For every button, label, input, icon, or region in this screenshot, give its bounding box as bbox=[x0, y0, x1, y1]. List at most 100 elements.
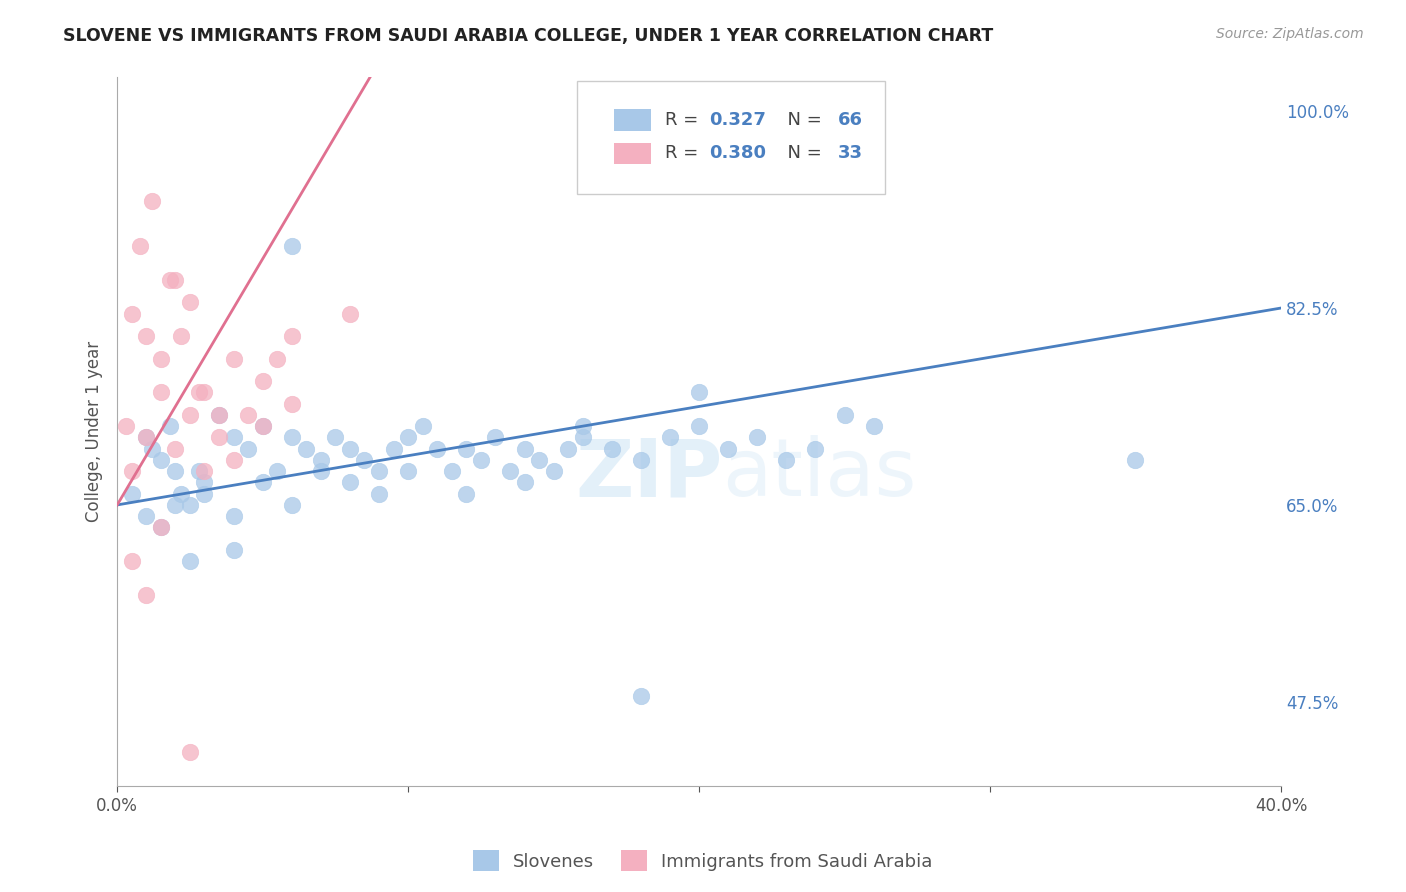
Point bbox=[135, 430, 157, 444]
Point bbox=[121, 486, 143, 500]
Point bbox=[165, 442, 187, 456]
Point bbox=[396, 430, 419, 444]
Point bbox=[141, 442, 163, 456]
Text: R =: R = bbox=[665, 145, 704, 162]
Point bbox=[193, 475, 215, 490]
Point bbox=[281, 329, 304, 343]
Point bbox=[266, 351, 288, 366]
Point bbox=[179, 745, 201, 759]
Point bbox=[165, 498, 187, 512]
Text: 66: 66 bbox=[838, 111, 862, 129]
Point bbox=[149, 520, 172, 534]
Point bbox=[193, 486, 215, 500]
Point bbox=[281, 430, 304, 444]
Text: ZIP: ZIP bbox=[575, 435, 723, 513]
Point bbox=[834, 408, 856, 422]
Point bbox=[149, 385, 172, 400]
Point bbox=[149, 351, 172, 366]
Point bbox=[187, 385, 209, 400]
Point bbox=[179, 498, 201, 512]
Point bbox=[717, 442, 740, 456]
Point bbox=[121, 464, 143, 478]
Point bbox=[135, 509, 157, 524]
Point bbox=[339, 307, 361, 321]
Point bbox=[281, 397, 304, 411]
Point bbox=[527, 453, 550, 467]
Point bbox=[208, 408, 231, 422]
Point bbox=[281, 498, 304, 512]
Point bbox=[775, 453, 797, 467]
Bar bbox=[614, 143, 651, 164]
Point bbox=[426, 442, 449, 456]
Point bbox=[456, 486, 478, 500]
Point bbox=[571, 430, 593, 444]
Point bbox=[499, 464, 522, 478]
Point bbox=[1125, 453, 1147, 467]
Text: R =: R = bbox=[665, 111, 704, 129]
Point bbox=[165, 464, 187, 478]
Point bbox=[121, 307, 143, 321]
Point bbox=[222, 453, 245, 467]
Point bbox=[193, 464, 215, 478]
Point bbox=[135, 329, 157, 343]
Point bbox=[339, 442, 361, 456]
Point bbox=[862, 419, 884, 434]
Point bbox=[222, 351, 245, 366]
Point bbox=[630, 453, 652, 467]
Point bbox=[135, 588, 157, 602]
Text: N =: N = bbox=[776, 145, 827, 162]
Point bbox=[470, 453, 492, 467]
Point bbox=[236, 408, 259, 422]
Point bbox=[325, 430, 347, 444]
Point bbox=[222, 430, 245, 444]
Point bbox=[129, 239, 152, 253]
Point bbox=[396, 464, 419, 478]
Point bbox=[412, 419, 434, 434]
Point bbox=[159, 419, 181, 434]
Point bbox=[121, 554, 143, 568]
Point bbox=[266, 464, 288, 478]
Point bbox=[222, 509, 245, 524]
Point bbox=[252, 419, 274, 434]
Point bbox=[252, 475, 274, 490]
Point bbox=[179, 295, 201, 310]
Point bbox=[170, 486, 193, 500]
Point bbox=[382, 442, 405, 456]
Text: 33: 33 bbox=[838, 145, 862, 162]
Point bbox=[630, 689, 652, 703]
Point bbox=[295, 442, 318, 456]
Point bbox=[170, 329, 193, 343]
Y-axis label: College, Under 1 year: College, Under 1 year bbox=[86, 342, 103, 523]
Point bbox=[179, 408, 201, 422]
Point bbox=[115, 419, 138, 434]
Point bbox=[440, 464, 463, 478]
Text: 0.327: 0.327 bbox=[710, 111, 766, 129]
Text: SLOVENE VS IMMIGRANTS FROM SAUDI ARABIA COLLEGE, UNDER 1 YEAR CORRELATION CHART: SLOVENE VS IMMIGRANTS FROM SAUDI ARABIA … bbox=[63, 27, 994, 45]
Text: 0.380: 0.380 bbox=[710, 145, 766, 162]
Point bbox=[187, 464, 209, 478]
Legend: Slovenes, Immigrants from Saudi Arabia: Slovenes, Immigrants from Saudi Arabia bbox=[467, 843, 939, 879]
Point bbox=[222, 542, 245, 557]
Point bbox=[747, 430, 769, 444]
Point bbox=[353, 453, 375, 467]
Text: atlas: atlas bbox=[723, 435, 917, 513]
Bar bbox=[614, 110, 651, 130]
Text: N =: N = bbox=[776, 111, 827, 129]
Point bbox=[368, 464, 391, 478]
Point bbox=[557, 442, 579, 456]
Point bbox=[309, 464, 332, 478]
Point bbox=[149, 520, 172, 534]
Point bbox=[513, 442, 536, 456]
Point bbox=[804, 442, 827, 456]
Point bbox=[165, 273, 187, 287]
Point bbox=[688, 419, 710, 434]
Point bbox=[252, 374, 274, 388]
FancyBboxPatch shape bbox=[576, 81, 886, 194]
Point bbox=[688, 385, 710, 400]
Point bbox=[193, 385, 215, 400]
Point bbox=[208, 430, 231, 444]
Point bbox=[513, 475, 536, 490]
Point bbox=[179, 554, 201, 568]
Point bbox=[149, 453, 172, 467]
Text: Source: ZipAtlas.com: Source: ZipAtlas.com bbox=[1216, 27, 1364, 41]
